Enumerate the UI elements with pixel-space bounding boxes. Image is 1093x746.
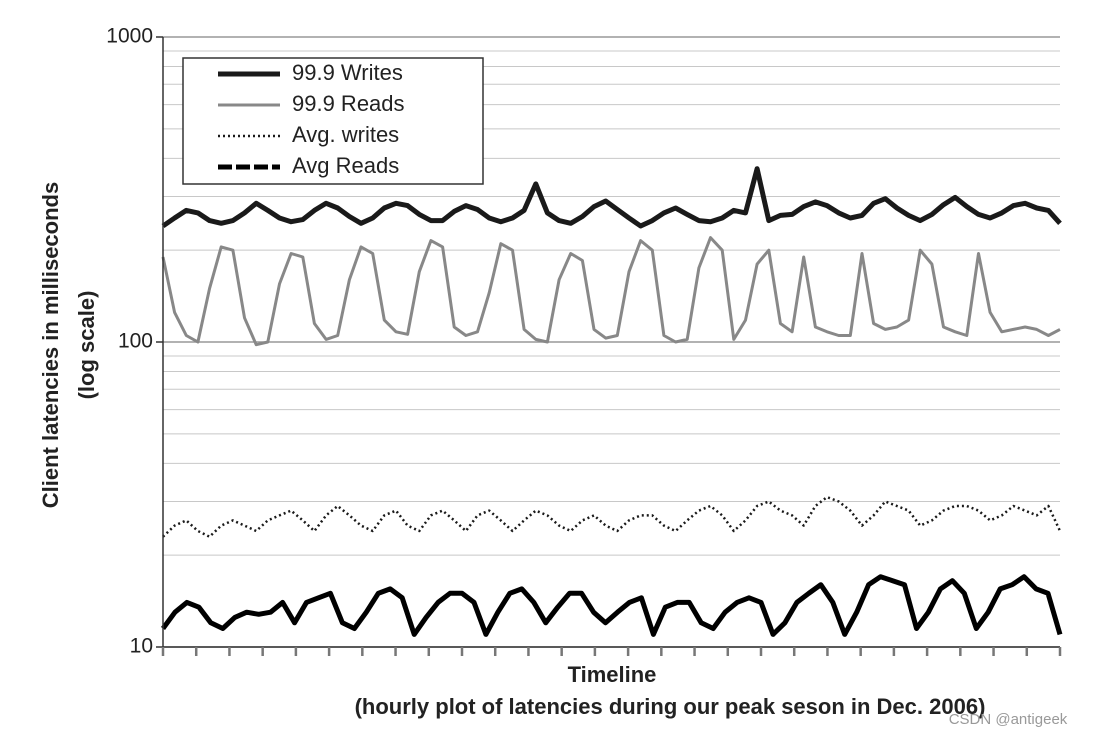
legend-label: Avg Reads bbox=[292, 153, 399, 178]
watermark: CSDN @antigeek bbox=[949, 711, 1068, 728]
x-axis-note: (hourly plot of latencies during our pea… bbox=[355, 694, 986, 719]
legend-label: 99.9 Writes bbox=[292, 60, 403, 85]
legend-label: Avg. writes bbox=[292, 122, 399, 147]
series-line bbox=[161, 236, 1061, 347]
legend-box bbox=[182, 57, 484, 185]
series-line bbox=[162, 495, 1062, 538]
series-line bbox=[160, 574, 1063, 637]
y-axis-note: (log scale) bbox=[74, 291, 99, 400]
y-tick-label: 10 bbox=[130, 635, 153, 658]
plot-lines bbox=[160, 166, 1063, 637]
x-axis-label: Timeline bbox=[568, 662, 657, 687]
y-tick-label: 1000 bbox=[106, 25, 153, 48]
legend-label: 99.9 Reads bbox=[292, 91, 405, 116]
legend: 99.9 Writes 99.9 Reads Avg. writes Avg Read… bbox=[218, 60, 405, 178]
y-axis-label: Client latencies in milliseconds bbox=[38, 182, 63, 508]
series-line bbox=[161, 166, 1062, 229]
y-tick-label: 100 bbox=[118, 330, 153, 353]
